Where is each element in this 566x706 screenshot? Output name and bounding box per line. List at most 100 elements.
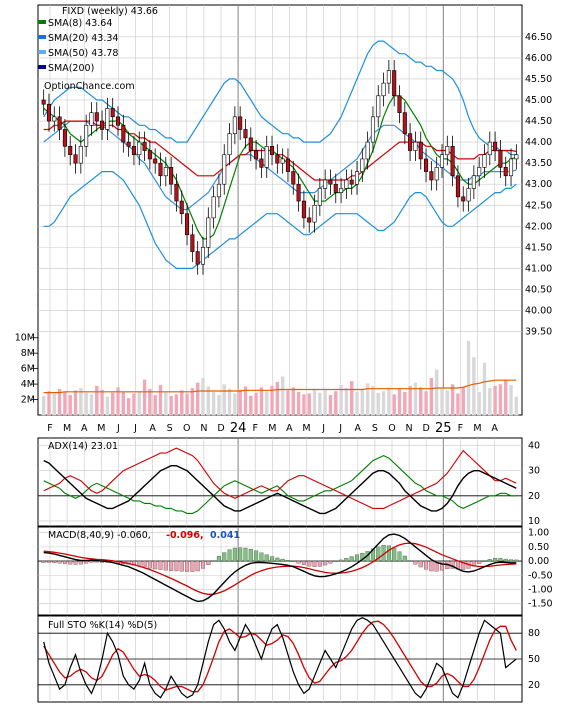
macd-histogram-bar: [174, 560, 179, 572]
candle-body: [174, 183, 179, 202]
volume-bar: [211, 391, 216, 416]
candle-body: [509, 158, 514, 177]
volume-tick-label: 10M: [15, 333, 35, 344]
price-tick-label: 39.50: [525, 327, 552, 338]
macd-histogram-bar: [264, 554, 269, 562]
volume-bar: [402, 391, 407, 416]
candle-body: [142, 141, 147, 151]
legend-swatch: [38, 50, 46, 54]
volume-bar: [392, 393, 397, 416]
stochastic-y-axis-labels: 80 50 20: [528, 628, 540, 691]
volume-bar: [296, 391, 301, 416]
candle-body: [344, 179, 349, 189]
macd-line: [43, 533, 517, 603]
candle-body: [461, 196, 466, 202]
volume-bar: [461, 387, 466, 416]
price-y-axis-labels: 46.50 46.00 45.50 45.00 44.50 44.00 43.50 43.00…: [525, 32, 552, 338]
volume-ma-line: [43, 379, 517, 394]
macd-histogram-bar: [147, 560, 152, 569]
candle-body: [41, 99, 46, 105]
macd-tick-label: -1.00: [528, 584, 553, 595]
macd-histogram-bar: [424, 560, 429, 570]
candle-body: [100, 120, 105, 130]
price-candles: [41, 60, 519, 275]
price-tick-label: 46.00: [525, 53, 552, 64]
x-axis-label: J: [133, 423, 137, 434]
stochastic-d-line: [43, 620, 517, 693]
legend-label: SMA(20) 43.34: [48, 33, 118, 44]
x-axis-label: M: [268, 423, 276, 434]
candle-body: [52, 116, 57, 122]
candle-body: [243, 129, 248, 139]
price-tick-label: 44.50: [525, 116, 552, 127]
stochastic-tick-label: 50: [528, 654, 540, 665]
x-axis-label: 25: [435, 421, 452, 436]
macd-histogram-bar: [227, 549, 232, 562]
macd-histogram-bar: [514, 559, 519, 562]
candle-body: [503, 167, 508, 177]
macd-tick-label: 1.00: [528, 528, 549, 539]
volume-bar: [137, 390, 142, 416]
volume-bar: [312, 388, 317, 416]
volume-bar: [147, 388, 152, 416]
macd-histogram-bar: [254, 550, 259, 562]
volume-bar: [100, 389, 105, 416]
candle-body: [259, 158, 264, 168]
macd-histogram: [41, 545, 519, 572]
price-tick-label: 42.00: [525, 221, 552, 232]
macd-histogram-bar: [163, 560, 168, 571]
candle-body: [222, 154, 227, 185]
volume-bar: [131, 393, 136, 416]
volume-bar: [195, 382, 200, 416]
adx-tick-label: 40: [528, 441, 540, 452]
price-tick-label: 40.50: [525, 284, 552, 295]
macd-tick-label: 0.50: [528, 542, 549, 553]
macd-histogram-bar: [498, 558, 503, 562]
price-tick-label: 41.00: [525, 263, 552, 274]
x-axis-label: J: [116, 423, 120, 434]
macd-histogram-bar: [450, 560, 455, 569]
stochastic-k-line: [43, 617, 517, 699]
candle-body: [296, 183, 301, 202]
macd-histogram-bar: [248, 548, 253, 562]
volume-bar: [227, 388, 232, 416]
x-axis-label: O: [183, 423, 190, 434]
macd-histogram-bar: [307, 560, 312, 567]
macd-histogram-bar: [439, 560, 444, 571]
candle-body: [360, 158, 365, 172]
volume-bar: [232, 393, 237, 416]
candle-body: [477, 167, 482, 177]
candle-body: [73, 154, 78, 164]
volume-bar: [153, 394, 158, 416]
x-axis-label: M: [302, 423, 310, 434]
volume-bar: [498, 383, 503, 416]
macd-histogram-bar: [312, 560, 317, 567]
macd-histogram-bar: [216, 556, 221, 562]
adx-title: ADX(14) 23.01: [48, 441, 118, 452]
candle-body: [200, 247, 206, 265]
macd-histogram-bar: [259, 552, 264, 562]
x-axis-label: A: [149, 423, 156, 434]
macd-histogram-bar: [179, 560, 184, 572]
volume-tick-label: 2M: [21, 395, 35, 406]
volume-bar: [429, 377, 434, 416]
macd-histogram-bar: [185, 560, 190, 572]
volume-bar: [455, 393, 460, 416]
macd-histogram-bar: [190, 560, 195, 572]
x-axis-label: F: [458, 423, 463, 434]
macd-histogram-bar: [301, 560, 306, 565]
candle-body: [323, 179, 328, 189]
candle-body: [126, 141, 131, 147]
volume-bar: [52, 393, 57, 416]
volume-bar: [89, 393, 94, 416]
macd-histogram-bar: [360, 552, 365, 562]
macd-tick-label: 0.00: [528, 556, 549, 567]
candle-body: [349, 179, 354, 185]
candle-body: [211, 196, 216, 219]
candle-body: [408, 133, 413, 151]
volume-bars: [41, 340, 519, 416]
volume-bar: [84, 392, 89, 416]
candle-body: [392, 70, 397, 97]
volume-bar: [285, 390, 290, 416]
x-axis-label: N: [406, 423, 413, 434]
